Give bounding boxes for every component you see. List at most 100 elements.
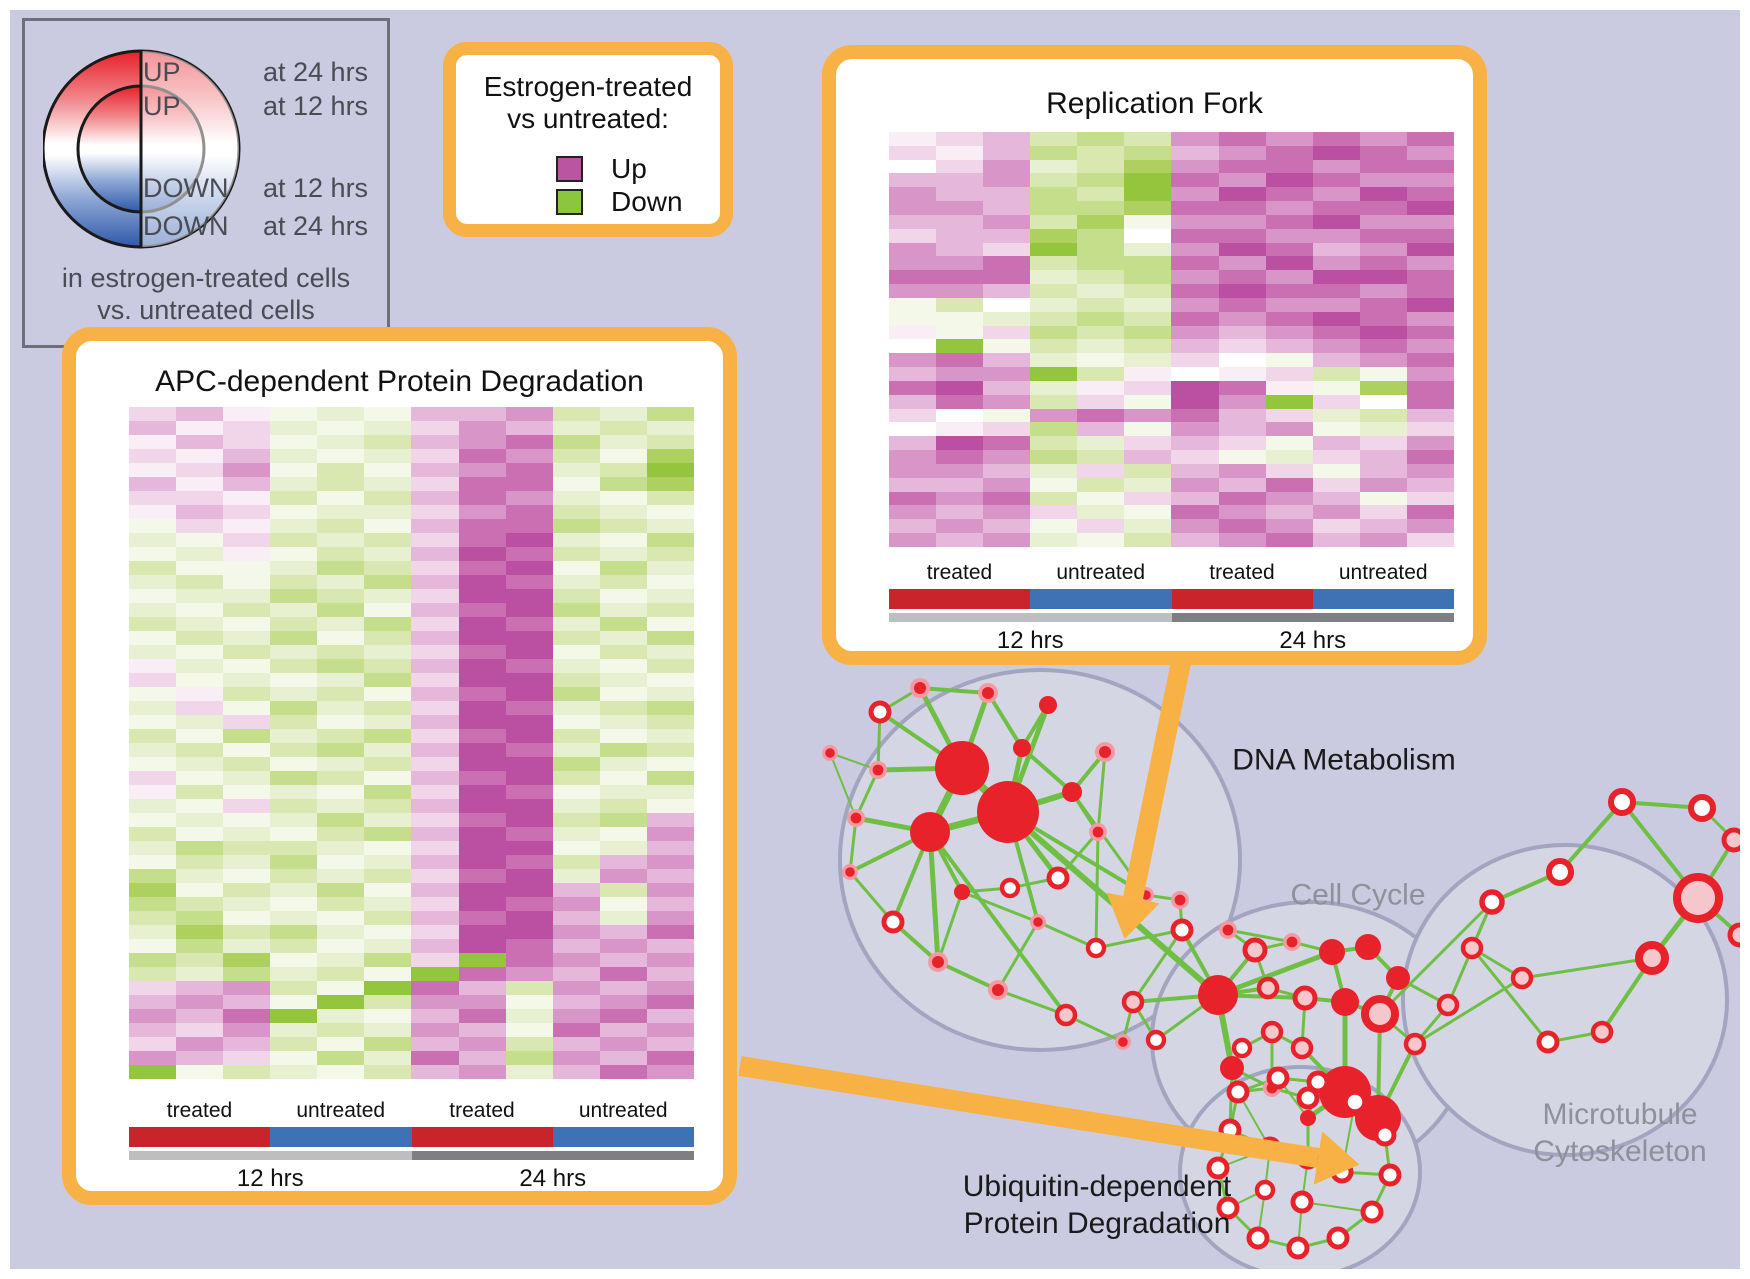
gene-node-white-center [1266,1066,1290,1090]
heatmap-cell [411,995,459,1009]
heatmap-cell [458,603,506,617]
heatmap-cell [364,715,412,729]
heatmap-cell [364,911,412,925]
apc-12hrs-bar [129,1151,412,1160]
heatmap-cell [1312,491,1360,506]
heatmap-cell [364,645,412,659]
heatmap-cell [889,201,937,215]
heatmap-cell [270,729,318,743]
heatmap-cell [1030,463,1078,478]
heatmap-cell [411,911,459,925]
heatmap-cell [1218,505,1266,520]
heatmap-cell [270,519,318,533]
heatmap-cell [505,477,553,491]
heatmap-cell [317,925,365,939]
heatmap-cell [1265,367,1313,381]
gene-node-halo [978,683,998,703]
heatmap-cell [317,491,365,505]
heatmap-cell [1124,519,1172,534]
heatmap-cell [458,701,506,715]
network-edge [891,831,932,923]
heatmap-cell [599,939,647,953]
network-edge [855,815,931,835]
heatmap-cell [270,939,318,953]
gene-node-white-center [1479,889,1505,915]
heatmap-cell [505,967,553,981]
heatmap-cell [1077,422,1125,437]
heatmap-cell [599,617,647,631]
heatmap-cell [223,869,271,883]
heatmap-cell [1359,242,1407,257]
heatmap-cell [223,785,271,799]
heatmap-cell [552,477,600,491]
heatmap-cell [936,284,984,298]
network-edge [1226,1206,1260,1240]
heatmap-cell [889,339,937,354]
network-edge [929,808,1009,836]
gene-node-halo [988,980,1008,1000]
heatmap-cell [1171,519,1219,534]
heatmap-cell [317,449,365,463]
heatmap-cell [1077,242,1125,257]
heatmap-cell [1171,145,1219,160]
heatmap-cell [936,201,984,215]
heatmap-cell [129,911,177,925]
heatmap-cell [364,687,412,701]
heatmap-cell [364,1023,412,1037]
heatmap-cell [1406,201,1454,215]
heatmap-cell [1218,339,1266,354]
heatmap-cell [1218,159,1266,174]
heatmap-cell [889,284,937,298]
gene-node-solid [1331,988,1359,1016]
network-edge [1378,900,1494,1016]
gene-node-halo [1283,933,1301,951]
gene-node-white-center [1296,1146,1320,1170]
rf-group-label-2: untreated [1056,561,1146,584]
network-edge [1070,791,1148,896]
heatmap-cell [129,1065,177,1079]
heatmap-cell [505,757,553,771]
updown-gradient-circles-icon [43,49,241,249]
heatmap-cell [1312,214,1360,229]
network-edge [854,769,880,819]
heatmap-cell [411,967,459,981]
heatmap-cell [936,519,984,534]
gene-node-halo-core [872,764,884,776]
heatmap-cell [552,449,600,463]
heatmap-cell [1218,436,1266,451]
heatmap-cell [270,981,318,995]
heatmap-cell [1312,353,1360,368]
heatmap-cell [317,967,365,981]
heatmap-cell [983,339,1031,354]
arrow-apc-to-ubiquitin-head [1313,1131,1360,1185]
heatmap-cell [936,256,984,271]
heatmap-cell [983,394,1031,409]
heatmap-cell [176,421,224,435]
heatmap-cell [1030,145,1078,160]
heatmap-cell [317,1037,365,1051]
gene-node-white-center [1254,1179,1276,1201]
heatmap-cell [223,533,271,547]
heatmap-cell [1030,519,1078,534]
heatmap-cell [889,463,937,478]
heatmap-cell [599,757,647,771]
heatmap-cell [411,645,459,659]
network-edge [1228,1067,1234,1131]
heatmap-cell [458,911,506,925]
heatmap-cell [1312,436,1360,451]
heatmap-cell [1359,325,1407,340]
gene-node-halo-core [1266,1082,1278,1094]
heatmap-cell [411,687,459,701]
heatmap-cell [1124,477,1172,492]
gene-node-solid [954,884,970,900]
heatmap-cell [364,967,412,981]
gene-node-halo [1089,823,1107,841]
apc-untreated-bar-1 [270,1127,412,1147]
heatmap-cell [1030,325,1078,340]
heatmap-cell [936,533,984,547]
heatmap-cell [1359,533,1407,547]
heatmap-cell [1359,214,1407,229]
heatmap-cell [1030,187,1078,202]
heatmap-cell [411,617,459,631]
gene-node-pink-center [1721,827,1740,853]
